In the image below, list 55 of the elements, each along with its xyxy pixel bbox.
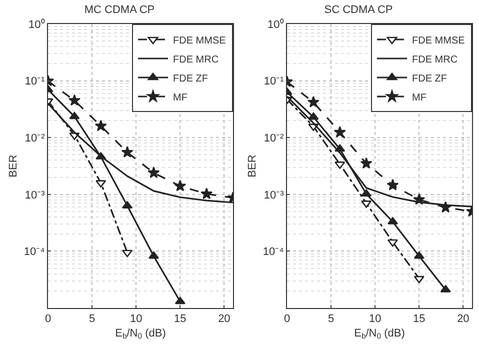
point	[414, 276, 424, 284]
legend-label: FDE MRC	[412, 54, 458, 66]
point	[360, 157, 372, 169]
point	[307, 96, 320, 108]
point	[361, 189, 372, 197]
y-tick-label: 10⁻²	[264, 132, 284, 144]
point	[94, 120, 107, 132]
legend-label: FDE MMSE	[412, 35, 466, 46]
point	[334, 126, 346, 138]
y-tick-label: 10⁻²	[24, 132, 46, 144]
legend-label: FDE MMSE	[173, 35, 226, 46]
point	[174, 296, 186, 304]
x-tick-label: 10	[130, 313, 142, 326]
y-tick-label: 10⁻³	[24, 189, 46, 202]
y-tick-label: 10⁻⁴	[262, 246, 284, 258]
point	[440, 201, 452, 213]
x-tick-label: 5	[88, 313, 96, 326]
x-tick-label: 20	[457, 313, 470, 326]
x-tick-label: 20	[218, 313, 230, 326]
point	[148, 166, 160, 178]
y-tick-label: 10⁰	[28, 18, 45, 31]
point	[121, 146, 134, 158]
x-tick-label: 15	[174, 313, 186, 326]
point	[68, 94, 80, 106]
point	[413, 193, 426, 205]
x-tick-label: 0	[284, 313, 290, 326]
y-tick-label: 10⁰	[268, 18, 284, 31]
point	[148, 251, 159, 259]
point	[414, 251, 424, 259]
legend-label: MF	[173, 92, 188, 104]
legend-label: FDE ZF	[412, 73, 447, 84]
y-tick-label: 10⁻⁴	[24, 246, 46, 258]
x-axis-title: E$_{b}$/N$_{0}$ (dB)	[115, 327, 166, 341]
x-tick-label: 10	[368, 313, 382, 326]
chart-title: MC CDMA CP	[84, 4, 155, 16]
y-axis-title: BER	[246, 154, 258, 178]
y-tick-label: 10⁻³	[264, 189, 284, 202]
point	[308, 112, 319, 120]
y-tick-label: 10⁻¹	[264, 76, 284, 88]
legend-label: MF	[412, 92, 426, 104]
x-tick-label: 0	[44, 313, 52, 326]
x-tick-label: 5	[328, 313, 334, 326]
x-axis-title: E$_{b}$/N$_{0}$ (dB)	[354, 327, 405, 341]
chart-title: SC CDMA CP	[324, 4, 393, 16]
legend-label: FDE ZF	[173, 73, 208, 84]
point	[69, 112, 80, 120]
y-axis-title: BER	[7, 154, 20, 178]
point	[387, 239, 398, 247]
legend-label: FDE MRC	[173, 54, 219, 66]
point	[386, 178, 399, 190]
point	[174, 180, 186, 192]
x-tick-label: 15	[413, 313, 426, 326]
point	[200, 188, 213, 200]
point	[334, 144, 346, 152]
y-tick-label: 10⁻¹	[24, 76, 46, 88]
